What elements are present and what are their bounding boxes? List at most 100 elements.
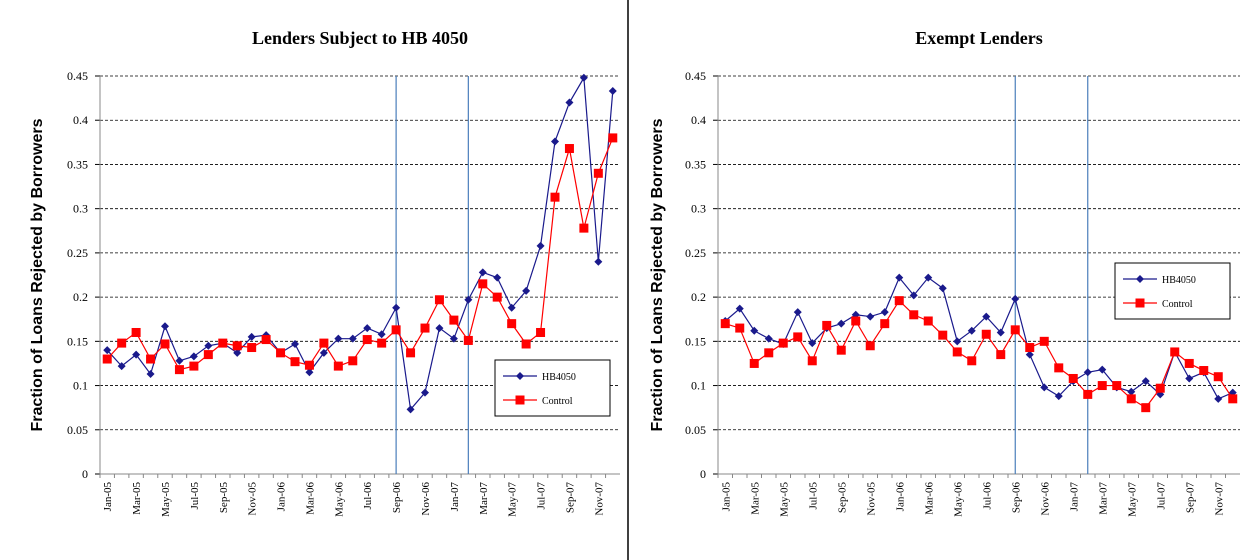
marker bbox=[117, 362, 126, 371]
marker bbox=[160, 339, 170, 349]
marker bbox=[449, 334, 458, 343]
marker bbox=[536, 241, 545, 250]
marker bbox=[793, 308, 802, 317]
marker bbox=[1170, 347, 1180, 357]
series-line bbox=[724, 276, 1233, 400]
marker bbox=[507, 319, 517, 329]
y-tick-label: 0.35 bbox=[685, 157, 706, 171]
marker bbox=[909, 291, 918, 300]
y-tick-label: 0.25 bbox=[67, 246, 88, 260]
x-tick-label: May-07 bbox=[1126, 482, 1138, 517]
marker bbox=[720, 319, 730, 329]
marker bbox=[348, 356, 358, 366]
x-tick-label: Nov-05 bbox=[865, 482, 877, 516]
x-tick-label: Nov-07 bbox=[1213, 482, 1225, 516]
marker bbox=[319, 338, 329, 348]
x-tick-label: Mar-05 bbox=[749, 482, 761, 515]
marker bbox=[247, 343, 257, 353]
marker bbox=[305, 368, 314, 377]
marker bbox=[348, 334, 357, 343]
marker bbox=[377, 330, 386, 339]
marker bbox=[822, 320, 832, 330]
marker bbox=[866, 312, 875, 321]
legend-box bbox=[494, 359, 611, 417]
marker bbox=[131, 327, 141, 337]
marker bbox=[550, 192, 560, 202]
marker bbox=[261, 335, 271, 345]
marker bbox=[1136, 275, 1144, 283]
marker bbox=[132, 350, 141, 359]
marker bbox=[982, 312, 991, 321]
marker bbox=[478, 279, 488, 289]
marker bbox=[233, 348, 242, 357]
x-tick-label: Jan-07 bbox=[1068, 482, 1080, 512]
marker bbox=[189, 352, 198, 361]
marker bbox=[421, 388, 429, 397]
marker bbox=[1213, 372, 1223, 382]
marker bbox=[894, 296, 904, 306]
marker bbox=[938, 330, 948, 340]
x-tick-label: Jul-05 bbox=[807, 482, 819, 510]
marker bbox=[967, 356, 977, 366]
marker bbox=[735, 304, 744, 313]
marker bbox=[579, 223, 589, 233]
x-tick-label: Sep-06 bbox=[391, 482, 403, 514]
marker bbox=[146, 370, 155, 379]
y-tick-label: 0.2 bbox=[691, 290, 706, 304]
y-tick-label: 0.1 bbox=[691, 379, 706, 393]
y-tick-label: 0.15 bbox=[67, 334, 88, 348]
marker bbox=[515, 395, 525, 405]
x-tick-label: Sep-06 bbox=[1010, 482, 1022, 514]
marker bbox=[1185, 374, 1194, 383]
marker bbox=[808, 339, 817, 348]
marker bbox=[1083, 389, 1093, 399]
y-tick-label: 0.05 bbox=[67, 423, 88, 437]
marker bbox=[880, 319, 890, 329]
marker bbox=[807, 356, 817, 366]
marker bbox=[1068, 373, 1078, 383]
marker bbox=[507, 303, 516, 312]
marker bbox=[938, 284, 947, 293]
marker bbox=[735, 323, 745, 333]
marker bbox=[981, 329, 991, 339]
marker bbox=[1214, 394, 1223, 403]
x-tick-label: Mar-06 bbox=[923, 482, 935, 515]
marker bbox=[1141, 377, 1150, 386]
marker bbox=[851, 316, 861, 326]
chart-title: Exempt Lenders bbox=[915, 28, 1043, 48]
y-tick-label: 0.35 bbox=[67, 157, 88, 171]
marker bbox=[551, 137, 559, 146]
marker bbox=[750, 326, 759, 335]
y-axis-label: Fraction of Loans Rejected by Borrowers bbox=[29, 118, 46, 431]
marker bbox=[463, 335, 473, 345]
x-tick-label: Nov-07 bbox=[593, 482, 605, 516]
marker bbox=[594, 257, 603, 266]
marker bbox=[837, 319, 846, 328]
x-tick-label: Mar-06 bbox=[304, 482, 316, 515]
marker bbox=[492, 292, 502, 302]
marker bbox=[1126, 394, 1136, 404]
marker bbox=[565, 98, 574, 107]
y-tick-label: 0.45 bbox=[685, 69, 706, 83]
legend-box bbox=[1114, 262, 1231, 320]
marker bbox=[117, 338, 127, 348]
y-tick-label: 0.4 bbox=[73, 113, 88, 127]
marker bbox=[1039, 336, 1049, 346]
marker bbox=[522, 286, 531, 295]
marker bbox=[392, 303, 401, 312]
marker bbox=[204, 341, 213, 350]
y-tick-label: 0 bbox=[82, 467, 88, 481]
marker bbox=[895, 273, 904, 282]
marker bbox=[608, 87, 617, 96]
marker bbox=[793, 332, 803, 342]
marker bbox=[391, 325, 401, 335]
marker bbox=[449, 315, 459, 325]
marker bbox=[996, 328, 1005, 337]
marker bbox=[464, 295, 473, 304]
x-tick-label: Jan-07 bbox=[449, 482, 461, 512]
marker bbox=[175, 356, 184, 365]
marker bbox=[1054, 363, 1064, 373]
legend-label: HB4050 bbox=[1162, 275, 1196, 286]
x-tick-label: Mar-05 bbox=[131, 482, 143, 515]
